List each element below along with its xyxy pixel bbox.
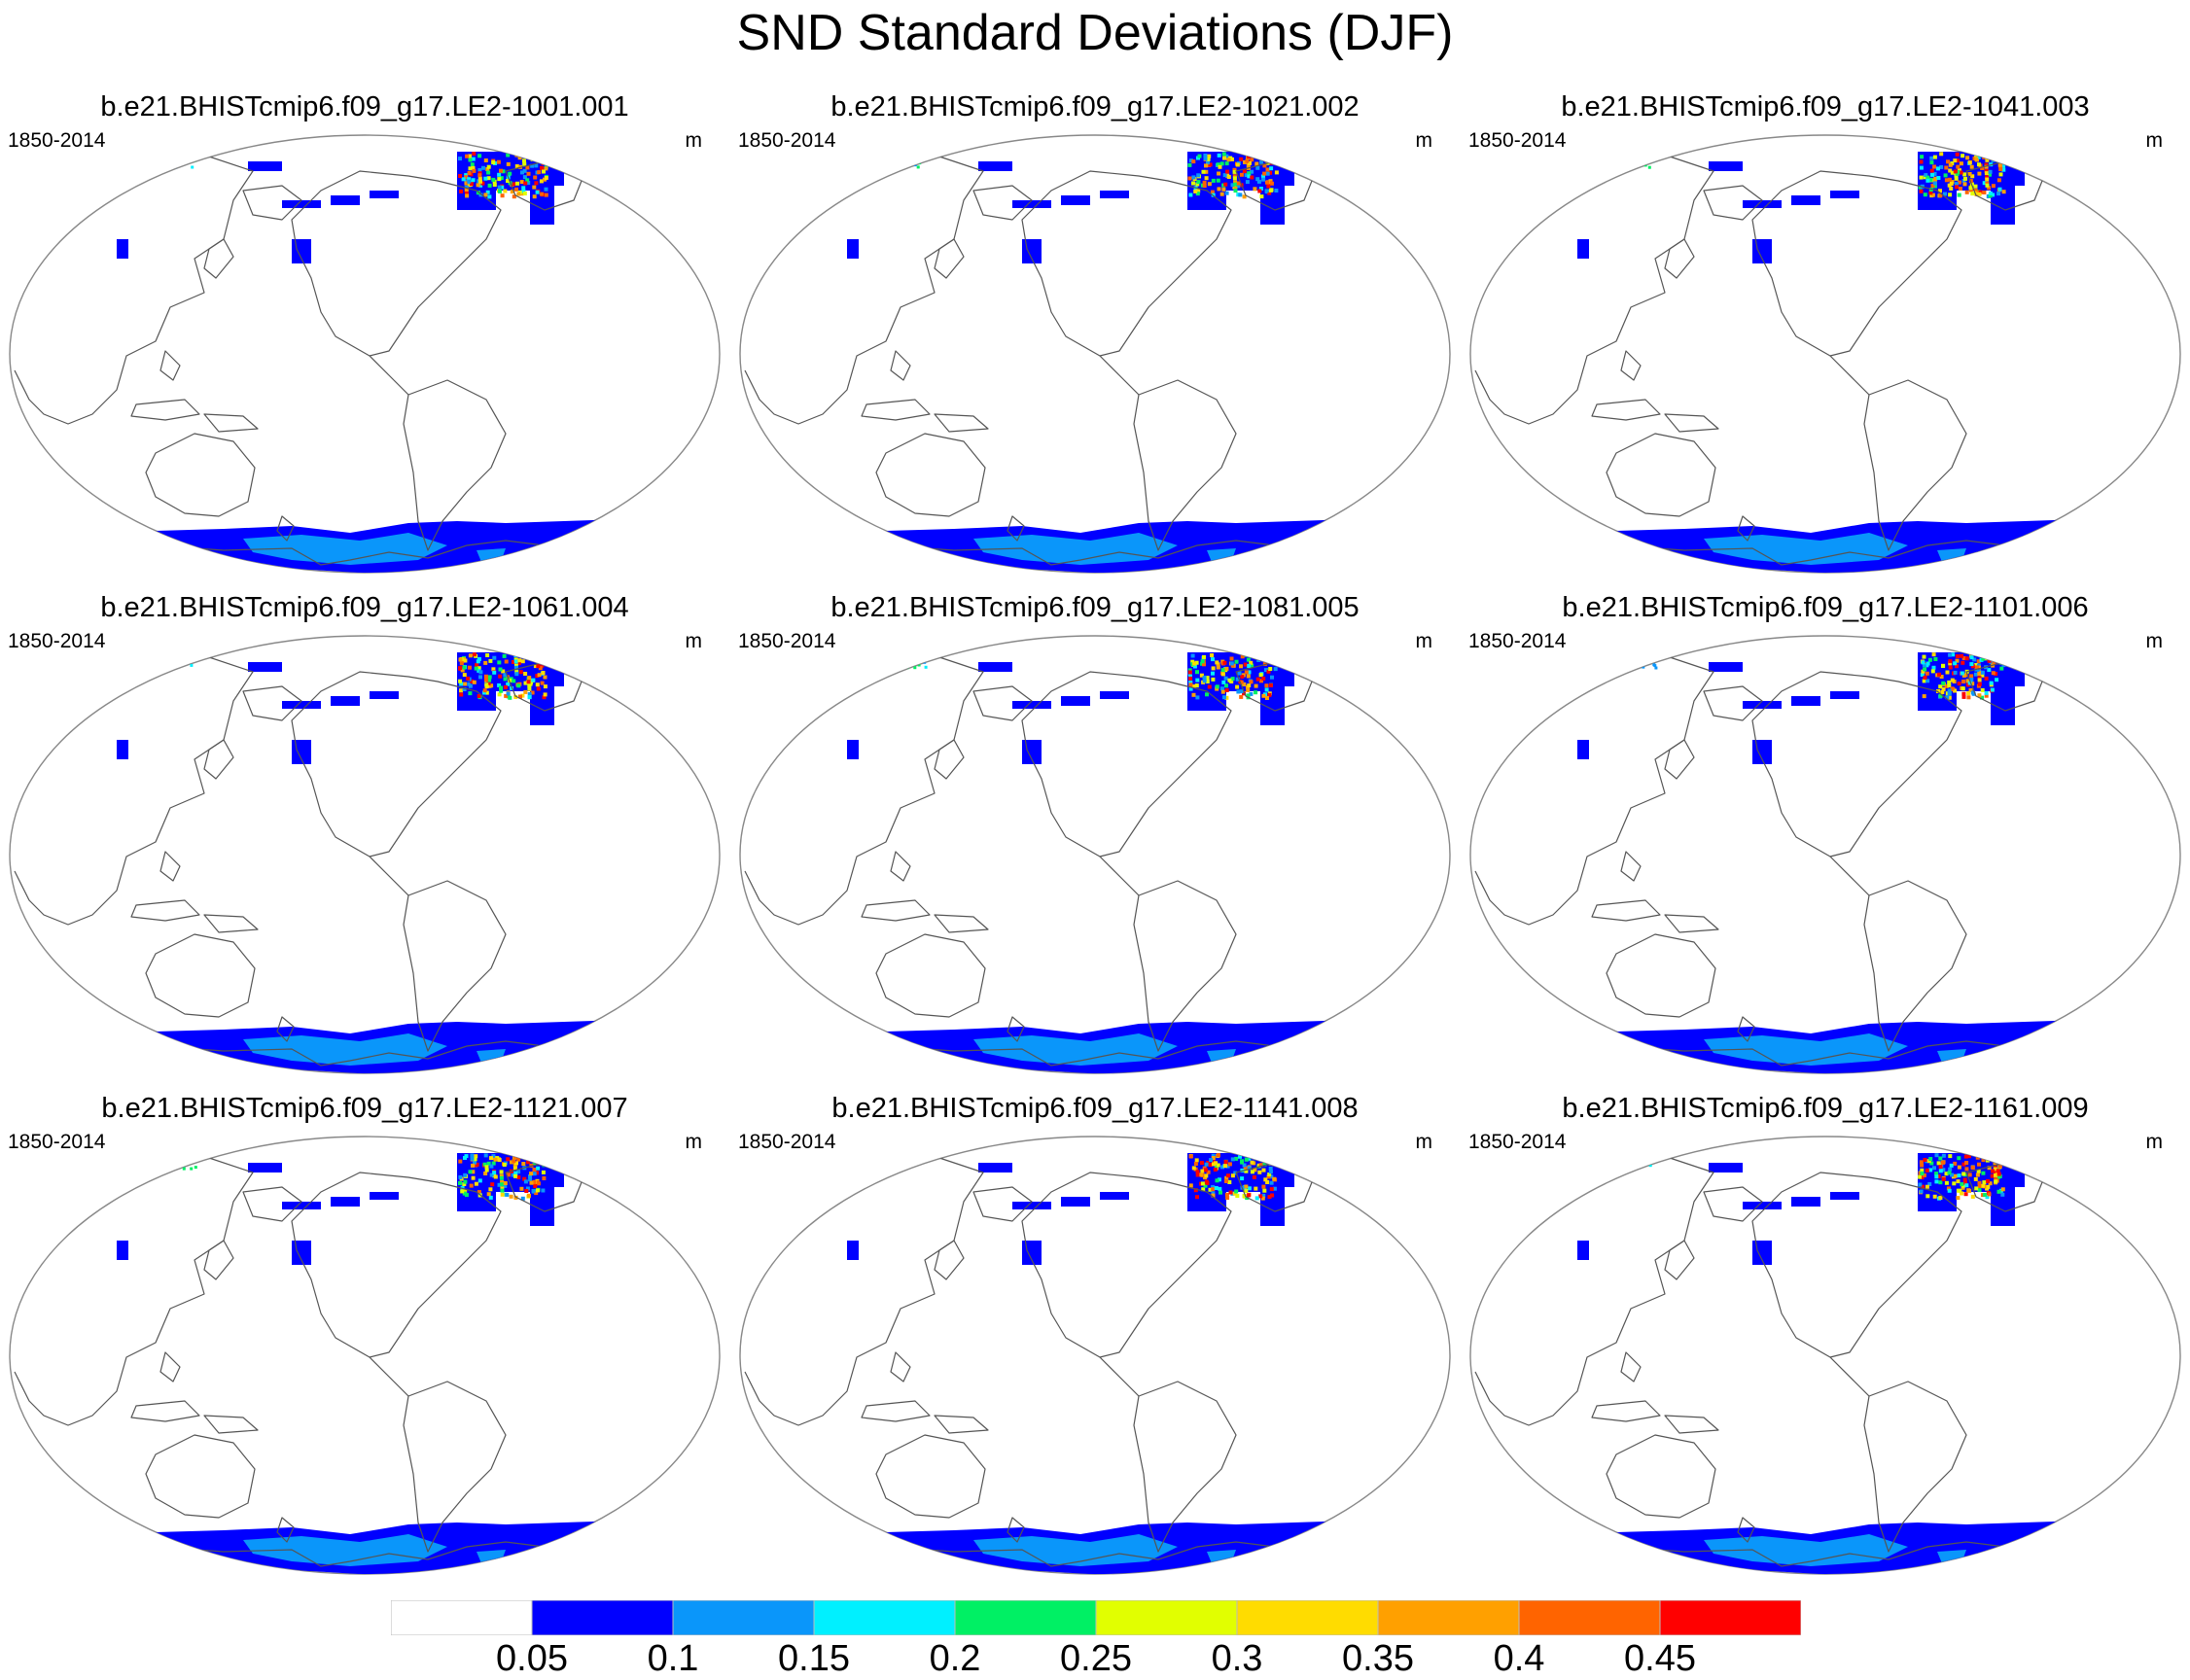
panel-period-label: 1850-2014 bbox=[1468, 630, 1567, 652]
colorbar-tick-label: 0.15 bbox=[778, 1638, 850, 1679]
colorbar-box bbox=[1377, 1600, 1520, 1635]
map-panel: b.e21.BHISTcmip6.f09_g17.LE2-1041.003 185… bbox=[1461, 89, 2190, 576]
colorbar bbox=[391, 1600, 1801, 1635]
colorbar-box bbox=[531, 1600, 674, 1635]
colorbar-tick-label: 0.4 bbox=[1493, 1638, 1545, 1679]
colorbar-box bbox=[813, 1600, 956, 1635]
colorbar-tick-label: 0.35 bbox=[1342, 1638, 1414, 1679]
map-panel: b.e21.BHISTcmip6.f09_g17.LE2-1141.008 185… bbox=[730, 1091, 1460, 1577]
map-plot bbox=[9, 635, 721, 1074]
panel-title: b.e21.BHISTcmip6.f09_g17.LE2-1041.003 bbox=[1561, 91, 2090, 122]
panel-units-label: m bbox=[2145, 1131, 2164, 1153]
panel-title: b.e21.BHISTcmip6.f09_g17.LE2-1021.002 bbox=[830, 91, 1360, 122]
colorbar-tick-label: 0.2 bbox=[929, 1638, 981, 1679]
map-plot bbox=[739, 1136, 1451, 1575]
panel-units-label: m bbox=[1415, 129, 1433, 152]
figure-title: SND Standard Deviations (DJF) bbox=[736, 5, 1454, 61]
panel-units-label: m bbox=[685, 1131, 703, 1153]
panel-units-label: m bbox=[1415, 1131, 1433, 1153]
colorbar-box bbox=[954, 1600, 1097, 1635]
map-panel: b.e21.BHISTcmip6.f09_g17.LE2-1121.007 185… bbox=[0, 1091, 729, 1577]
map-plot bbox=[1469, 134, 2181, 574]
panel-period-label: 1850-2014 bbox=[738, 630, 836, 652]
panel-title: b.e21.BHISTcmip6.f09_g17.LE2-1141.008 bbox=[831, 1093, 1359, 1124]
colorbar-tick-label: 0.3 bbox=[1211, 1638, 1263, 1679]
panel-period-label: 1850-2014 bbox=[738, 129, 836, 152]
panel-period-label: 1850-2014 bbox=[8, 1131, 106, 1153]
map-plot bbox=[739, 635, 1451, 1074]
panel-title: b.e21.BHISTcmip6.f09_g17.LE2-1061.004 bbox=[100, 592, 629, 623]
colorbar-box bbox=[1236, 1600, 1379, 1635]
colorbar-box bbox=[1095, 1600, 1238, 1635]
panel-title: b.e21.BHISTcmip6.f09_g17.LE2-1101.006 bbox=[1562, 592, 2089, 623]
colorbar-box bbox=[672, 1600, 815, 1635]
colorbar-tick-label: 0.45 bbox=[1624, 1638, 1696, 1679]
map-plot bbox=[1469, 635, 2181, 1074]
map-panel: b.e21.BHISTcmip6.f09_g17.LE2-1061.004 185… bbox=[0, 590, 729, 1076]
panel-period-label: 1850-2014 bbox=[8, 630, 106, 652]
panel-title: b.e21.BHISTcmip6.f09_g17.LE2-1001.001 bbox=[100, 91, 629, 122]
panel-units-label: m bbox=[2145, 630, 2164, 652]
panel-period-label: 1850-2014 bbox=[1468, 1131, 1567, 1153]
panel-period-label: 1850-2014 bbox=[738, 1131, 836, 1153]
colorbar-box bbox=[391, 1600, 533, 1635]
panel-title: b.e21.BHISTcmip6.f09_g17.LE2-1121.007 bbox=[101, 1093, 628, 1124]
panel-units-label: m bbox=[685, 630, 703, 652]
colorbar-tick-label: 0.05 bbox=[496, 1638, 568, 1679]
map-panel: b.e21.BHISTcmip6.f09_g17.LE2-1001.001 185… bbox=[0, 89, 729, 576]
map-panel: b.e21.BHISTcmip6.f09_g17.LE2-1021.002 185… bbox=[730, 89, 1460, 576]
colorbar-labels: 0.05 0.1 0.15 0.2 0.25 0.3 0.35 0.4 0.45 bbox=[0, 1639, 2190, 1680]
map-plot bbox=[9, 1136, 721, 1575]
panel-units-label: m bbox=[1415, 630, 1433, 652]
panel-period-label: 1850-2014 bbox=[8, 129, 106, 152]
panel-title: b.e21.BHISTcmip6.f09_g17.LE2-1081.005 bbox=[830, 592, 1360, 623]
colorbar-box bbox=[1659, 1600, 1801, 1635]
map-panel: b.e21.BHISTcmip6.f09_g17.LE2-1101.006 185… bbox=[1461, 590, 2190, 1076]
map-panel: b.e21.BHISTcmip6.f09_g17.LE2-1081.005 185… bbox=[730, 590, 1460, 1076]
colorbar-box bbox=[1518, 1600, 1661, 1635]
map-panel: b.e21.BHISTcmip6.f09_g17.LE2-1161.009 185… bbox=[1461, 1091, 2190, 1577]
map-plot bbox=[739, 134, 1451, 574]
map-plot bbox=[9, 134, 721, 574]
map-plot bbox=[1469, 1136, 2181, 1575]
panel-title: b.e21.BHISTcmip6.f09_g17.LE2-1161.009 bbox=[1562, 1093, 2089, 1124]
panel-units-label: m bbox=[2145, 129, 2164, 152]
panel-units-label: m bbox=[685, 129, 703, 152]
colorbar-tick-label: 0.25 bbox=[1060, 1638, 1132, 1679]
panel-period-label: 1850-2014 bbox=[1468, 129, 1567, 152]
colorbar-tick-label: 0.1 bbox=[647, 1638, 699, 1679]
